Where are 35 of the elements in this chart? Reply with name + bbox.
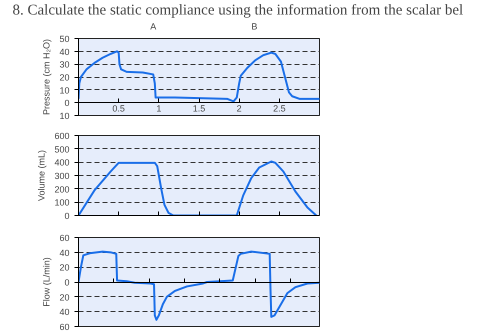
y-tick-label: 40: [59, 46, 70, 57]
y-tick-label: 20: [59, 262, 70, 273]
y-tick-label: 40: [59, 248, 70, 258]
x-tick-label: 2: [236, 104, 242, 114]
y-tick-label: 0: [64, 211, 70, 221]
x-tick-label: 1: [156, 104, 162, 114]
line-series: [78, 50, 320, 102]
y-tick-label: 60: [59, 233, 70, 243]
y-axis-title: Flow (L/min): [41, 257, 52, 307]
y-tick-label: 50: [59, 34, 70, 44]
y-tick-label: 400: [54, 158, 70, 168]
y-tick-label: 30: [59, 60, 70, 70]
text: A: [150, 22, 156, 32]
y-tick-label: 10: [59, 85, 70, 96]
line-series: [78, 160, 318, 216]
y-tick-label: 40: [59, 307, 70, 318]
y-axis-title: Volume (mL): [36, 150, 46, 202]
y-tick-label: 100: [54, 198, 70, 208]
y-tick-label: 60: [59, 322, 70, 332]
x-tick-label: 2.5: [273, 104, 286, 114]
y-tick-label: 200: [54, 184, 70, 194]
y-tick-label: 300: [54, 171, 70, 181]
y-tick-label: 600: [54, 131, 70, 141]
y-tick-label: 0: [64, 98, 70, 108]
y-tick-label: 20: [59, 292, 70, 302]
y-tick-label: 20: [59, 72, 70, 82]
text: B: [251, 22, 258, 32]
x-tick-label: 0.5: [112, 104, 125, 114]
chart-title: 8. Calculate the static compliance using the information from the scalar bel: [12, 2, 464, 18]
line-series: [78, 250, 320, 321]
y-axis-title: Pressure (cm H₂O): [41, 39, 52, 115]
y-tick-label: 10: [59, 111, 70, 121]
y-tick-label: 500: [54, 144, 70, 154]
x-tick-label: 1.5: [192, 104, 206, 114]
y-tick-label: 0: [64, 278, 70, 288]
